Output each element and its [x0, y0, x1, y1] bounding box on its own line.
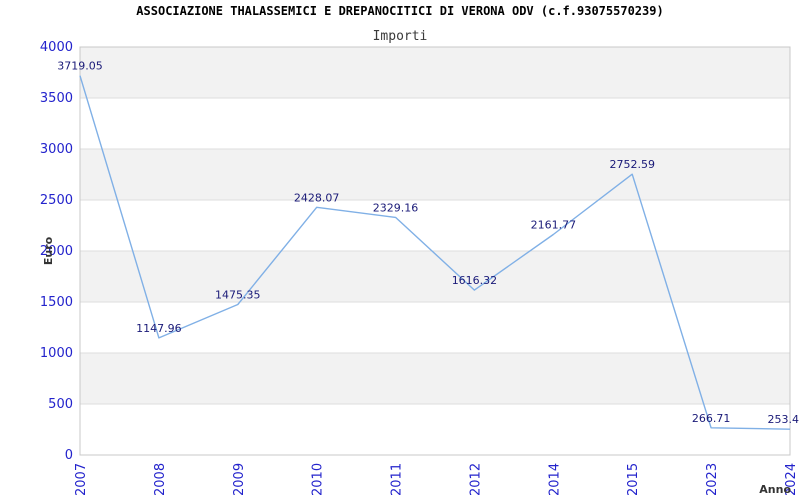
y-tick-label: 0: [65, 448, 73, 463]
x-tick-label: 2010: [311, 463, 326, 496]
plot-band: [80, 98, 790, 149]
plot-border: [79, 46, 791, 456]
data-label: 2752.59: [609, 158, 655, 171]
data-label: 3719.05: [57, 60, 103, 73]
plot-band: [80, 200, 790, 251]
data-label: 1475.35: [215, 289, 261, 302]
y-tick-label: 2000: [40, 244, 73, 259]
y-tick-label: 1000: [40, 346, 73, 361]
data-label: 2161.77: [531, 218, 577, 231]
y-axis-title: Euro: [42, 236, 55, 265]
chart-subtitle: Importi: [372, 29, 428, 44]
plot-band: [80, 251, 790, 302]
data-line: [79, 75, 791, 430]
data-label: 2428.07: [294, 191, 340, 204]
y-tick-label: 500: [48, 397, 73, 412]
x-tick-label: 2015: [626, 463, 641, 496]
plot-band: [80, 47, 790, 98]
x-tick-label: 2007: [74, 463, 89, 496]
x-tick-label: 2024: [784, 463, 799, 496]
chart-title: ASSOCIAZIONE THALASSEMICI E DREPANOCITIC…: [136, 4, 664, 18]
y-tick-label: 2500: [40, 193, 73, 208]
data-label: 266.71: [692, 412, 731, 425]
y-tick-label: 4000: [40, 40, 73, 55]
data-label: 253.4: [768, 413, 800, 426]
plot-band: [80, 149, 790, 200]
plot-band: [80, 404, 790, 455]
x-tick-label: 2023: [705, 463, 720, 496]
x-tick-label: 2009: [232, 463, 247, 496]
y-tick-label: 1500: [40, 295, 73, 310]
plot-band: [80, 353, 790, 404]
x-tick-label: 2011: [390, 463, 405, 496]
x-axis-title: Anno: [759, 483, 791, 496]
data-label: 1147.96: [136, 322, 182, 335]
x-tick-label: 2014: [547, 463, 562, 496]
data-label: 1616.32: [452, 274, 498, 287]
x-tick-label: 2008: [153, 463, 168, 496]
plot-band: [80, 302, 790, 353]
data-label: 2329.16: [373, 201, 419, 214]
y-tick-label: 3500: [40, 91, 73, 106]
y-tick-label: 3000: [40, 142, 73, 157]
x-tick-label: 2012: [468, 463, 483, 496]
